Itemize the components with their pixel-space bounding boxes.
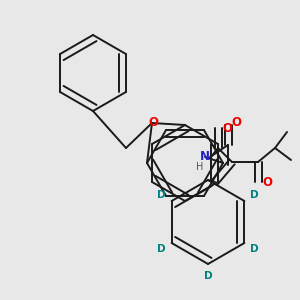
Text: D: D: [250, 190, 259, 200]
Text: O: O: [222, 122, 232, 134]
Text: O: O: [148, 116, 158, 130]
Text: D: D: [250, 244, 259, 254]
Text: D: D: [204, 271, 212, 281]
Text: D: D: [157, 190, 166, 200]
Text: O: O: [231, 116, 241, 130]
Text: H: H: [196, 162, 204, 172]
Text: D: D: [157, 244, 166, 254]
Text: O: O: [262, 176, 272, 188]
Text: N: N: [200, 151, 210, 164]
